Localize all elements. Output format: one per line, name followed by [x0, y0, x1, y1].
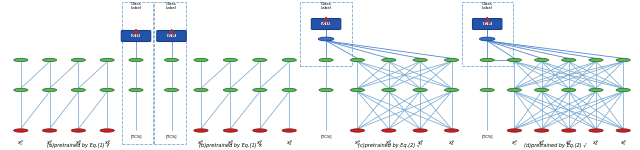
Circle shape	[253, 88, 267, 92]
Circle shape	[562, 88, 576, 92]
Text: $x_3^u$: $x_3^u$	[256, 138, 264, 148]
Circle shape	[508, 88, 522, 92]
Text: $x_4^u$: $x_4^u$	[104, 138, 111, 148]
Circle shape	[129, 58, 143, 62]
Circle shape	[589, 88, 603, 92]
Circle shape	[444, 88, 458, 92]
Text: FNN: FNN	[482, 22, 492, 26]
FancyBboxPatch shape	[157, 31, 186, 41]
Circle shape	[319, 88, 333, 92]
Circle shape	[319, 58, 333, 62]
Circle shape	[562, 129, 576, 132]
Circle shape	[14, 129, 28, 132]
Circle shape	[413, 58, 428, 62]
Circle shape	[589, 58, 603, 62]
Circle shape	[71, 58, 86, 62]
Circle shape	[71, 129, 86, 132]
Circle shape	[351, 58, 365, 62]
Circle shape	[253, 129, 267, 132]
Text: [TCS]: [TCS]	[481, 134, 493, 138]
Text: $x_2^u$: $x_2^u$	[538, 138, 545, 148]
Circle shape	[534, 88, 548, 92]
Circle shape	[42, 58, 57, 62]
Text: (c)pretrained by Eq.(2) √: (c)pretrained by Eq.(2) √	[358, 144, 420, 148]
Text: $x_4^u$: $x_4^u$	[448, 138, 455, 148]
Circle shape	[194, 58, 208, 62]
Circle shape	[42, 129, 57, 132]
Circle shape	[351, 129, 365, 132]
Circle shape	[223, 129, 237, 132]
Text: $x_1^u$: $x_1^u$	[17, 138, 24, 148]
FancyBboxPatch shape	[122, 31, 151, 41]
Text: $x_1^u$: $x_1^u$	[511, 138, 518, 148]
Circle shape	[562, 58, 576, 62]
Circle shape	[42, 88, 57, 92]
Circle shape	[223, 88, 237, 92]
Circle shape	[381, 129, 396, 132]
Circle shape	[534, 58, 548, 62]
Text: (d)pretrained by Eq.(2) √: (d)pretrained by Eq.(2) √	[524, 144, 586, 148]
Circle shape	[100, 129, 115, 132]
Text: $x_2^u$: $x_2^u$	[227, 138, 234, 148]
Circle shape	[14, 88, 28, 92]
Circle shape	[282, 58, 296, 62]
Circle shape	[534, 129, 548, 132]
Text: Class
Label: Class Label	[166, 2, 177, 10]
Circle shape	[253, 58, 267, 62]
Circle shape	[480, 58, 494, 62]
Circle shape	[194, 129, 208, 132]
Text: [TCS]: [TCS]	[166, 134, 177, 138]
Circle shape	[508, 58, 522, 62]
Text: (b)pretrained by Eq.(1) ×: (b)pretrained by Eq.(1) ×	[198, 144, 262, 148]
Text: $x_2^u$: $x_2^u$	[46, 138, 53, 148]
Text: Class
Label: Class Label	[321, 2, 332, 10]
Text: FNN: FNN	[166, 34, 177, 38]
FancyBboxPatch shape	[311, 18, 340, 29]
Circle shape	[129, 88, 143, 92]
Text: $x_4^u$: $x_4^u$	[285, 138, 293, 148]
Circle shape	[282, 129, 296, 132]
Circle shape	[480, 88, 494, 92]
Circle shape	[164, 88, 179, 92]
Circle shape	[71, 88, 86, 92]
Circle shape	[479, 37, 495, 41]
Circle shape	[413, 88, 428, 92]
Text: FNN: FNN	[131, 34, 141, 38]
Text: [TCS]: [TCS]	[131, 134, 141, 138]
Circle shape	[616, 129, 630, 132]
Text: Class
Label: Class Label	[482, 2, 493, 10]
Text: $x_3^u$: $x_3^u$	[75, 138, 82, 148]
Text: $x_4^u$: $x_4^u$	[593, 138, 600, 148]
Circle shape	[319, 37, 334, 41]
Circle shape	[413, 129, 428, 132]
Circle shape	[508, 129, 522, 132]
Text: $x_3^u$: $x_3^u$	[417, 138, 424, 148]
Circle shape	[14, 58, 28, 62]
Circle shape	[164, 58, 179, 62]
Text: (a)pretrained by Eq.(1) √: (a)pretrained by Eq.(1) √	[47, 144, 109, 148]
Circle shape	[616, 58, 630, 62]
Circle shape	[444, 58, 458, 62]
Text: $x_3^u$: $x_3^u$	[565, 138, 572, 148]
Circle shape	[616, 88, 630, 92]
Circle shape	[381, 58, 396, 62]
Circle shape	[589, 129, 603, 132]
Text: [TCS]: [TCS]	[321, 134, 332, 138]
FancyBboxPatch shape	[472, 18, 502, 29]
Text: $x_5^u$: $x_5^u$	[620, 138, 627, 148]
Text: $x_2^u$: $x_2^u$	[385, 138, 392, 148]
Text: FNN: FNN	[321, 22, 331, 26]
Text: Class
Label: Class Label	[131, 2, 141, 10]
Circle shape	[194, 88, 208, 92]
Circle shape	[100, 58, 115, 62]
Circle shape	[223, 58, 237, 62]
Circle shape	[351, 88, 365, 92]
Circle shape	[282, 88, 296, 92]
Circle shape	[381, 88, 396, 92]
Text: $x_1^u$: $x_1^u$	[197, 138, 205, 148]
Circle shape	[444, 129, 458, 132]
Text: $x_1^u$: $x_1^u$	[354, 138, 361, 148]
Circle shape	[100, 88, 115, 92]
